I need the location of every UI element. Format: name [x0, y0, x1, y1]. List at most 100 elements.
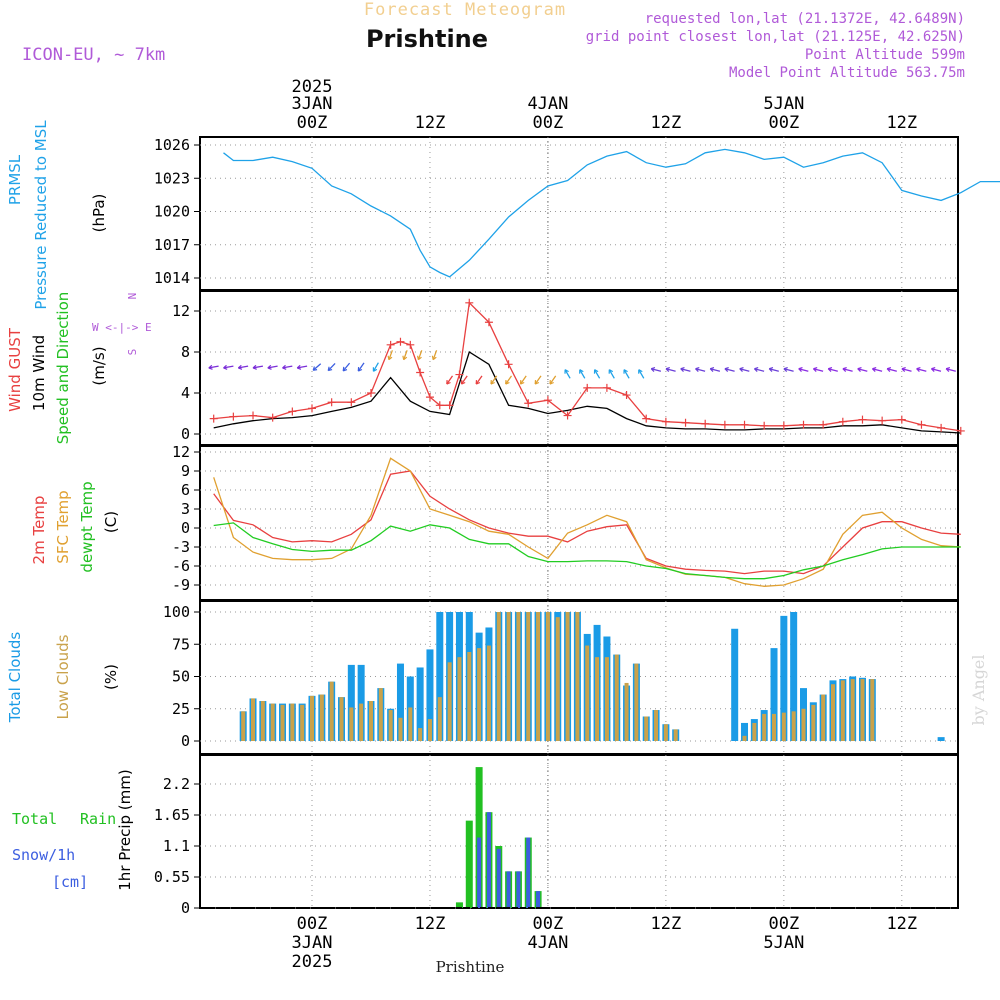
wind-direction-arrow [519, 375, 527, 385]
pressure-tick-label: 1023 [154, 169, 190, 187]
temp-2m-line [213, 470, 961, 575]
top-day-label: 4JAN [527, 94, 568, 114]
top-hour-label: 00Z [768, 113, 799, 133]
gust-marker [701, 419, 710, 428]
precip-snow-label: Snow/1h [12, 846, 75, 864]
gust-marker [563, 411, 572, 420]
temp-tick-label: 9 [181, 462, 190, 480]
low-cloud-bar [408, 707, 413, 741]
wind-arrow-head [417, 355, 422, 361]
low-cloud-bar [644, 716, 649, 741]
temp-tick-label: 6 [181, 481, 190, 499]
low-cloud-bar [310, 695, 314, 741]
pressure-tick-label: 1014 [154, 269, 190, 287]
gust-label: Wind GUST [6, 327, 24, 412]
low-cloud-bar [555, 617, 560, 741]
wind-tick-label: 12 [172, 302, 190, 320]
gust-marker [661, 417, 670, 426]
low-cloud-bar [251, 698, 256, 741]
pressure-line [223, 148, 1000, 278]
wind-direction-arrow [579, 369, 586, 379]
header-title: Forecast Meteogram [364, 0, 566, 20]
gust-marker [386, 340, 395, 349]
top-hour-label: 12Z [886, 113, 917, 133]
wind-arrow-head [446, 380, 451, 385]
wind-direction-arrow [916, 368, 927, 372]
bottom-day-label: 5JAN [763, 933, 804, 953]
pressure-unit: (hPa) [90, 194, 108, 233]
total-cloud-bar [731, 628, 739, 741]
wind-arrow-head [857, 367, 862, 373]
total-cloud-bar [780, 615, 788, 741]
clouds-unit: (%) [102, 664, 120, 690]
bottom-year-label: 2025 [292, 952, 333, 972]
gust-marker [406, 340, 415, 349]
requested-coords: requested lon,lat (21.1372E, 42.6489N) [645, 11, 965, 27]
bottom-hour-label: 12Z [886, 914, 917, 934]
wind-direction-arrow [680, 368, 691, 372]
wind-direction-arrow [549, 375, 557, 385]
top-year-label: 2025 [292, 77, 333, 97]
total-cloud-bar [347, 664, 355, 741]
top-hour-label: 00Z [533, 113, 564, 133]
wind-arrow-head [608, 369, 614, 374]
wind-arrow-head [549, 380, 554, 385]
dewpt-line [213, 522, 961, 580]
snow-bar [486, 812, 491, 908]
wind-arrow-head [252, 364, 257, 370]
gust-marker [543, 396, 552, 405]
wind-arrow-head [475, 380, 481, 385]
temp-tick-label: -6 [172, 557, 190, 575]
point-altitude: Point Altitude 599m [805, 47, 965, 63]
low-cloud-bar [329, 681, 334, 741]
low-cloud-bar [821, 694, 826, 741]
low-cloud-bar [536, 612, 541, 741]
wind-arrow-head [237, 364, 243, 370]
low-cloud-bar [595, 657, 600, 741]
temp-tick-label: -9 [172, 576, 190, 594]
gust-marker [956, 426, 965, 435]
wind-arrow-head [387, 355, 393, 361]
gust-marker [268, 413, 277, 422]
wind-direction-arrow [739, 368, 750, 372]
low-cloud-bar [545, 612, 550, 741]
wind-direction-arrow [342, 362, 351, 372]
low-cloud-bar [860, 679, 865, 741]
low-cloud-bar [378, 688, 383, 741]
wind-arrow-head [312, 366, 318, 371]
wind-direction-arrow [813, 368, 824, 372]
wind-direction-arrow [724, 368, 735, 372]
wind-direction-arrow [505, 375, 513, 385]
wind-direction-arrow [297, 365, 308, 369]
wind-arrow-head [680, 367, 685, 373]
low-cloud-bar [585, 645, 590, 741]
gust-marker [308, 404, 316, 413]
low-cloud-bar [388, 710, 393, 741]
low-cloud-bar [811, 704, 816, 741]
top-hour-label: 00Z [297, 113, 328, 133]
low-cloud-bar [791, 711, 796, 741]
low-cloud-bar [673, 729, 678, 741]
pressure-tick-label: 1020 [154, 203, 190, 221]
precip-total-label: Total [12, 810, 57, 828]
wind-direction-arrow [901, 368, 912, 372]
low-cloud-bar [359, 703, 364, 741]
low-cloud-bar [339, 697, 344, 741]
gust-marker [858, 415, 867, 424]
wind-arrow-head [665, 367, 670, 373]
wind-direction-arrow [886, 368, 897, 372]
wind-arrow-head [901, 367, 906, 373]
gust-marker [681, 418, 690, 427]
gust-marker [416, 368, 425, 377]
snow-bar [516, 871, 521, 908]
snow-bar [506, 871, 511, 908]
gust-marker [622, 391, 631, 400]
clouds-tick-label: 25 [172, 700, 190, 718]
low-cloud-bar [781, 712, 786, 741]
wind-direction-arrow [223, 365, 234, 369]
wind-arrow-head [827, 367, 833, 373]
temp-tick-label: 0 [181, 519, 190, 537]
low-cloud-bar [427, 719, 432, 741]
wind-direction-arrow [534, 375, 542, 385]
